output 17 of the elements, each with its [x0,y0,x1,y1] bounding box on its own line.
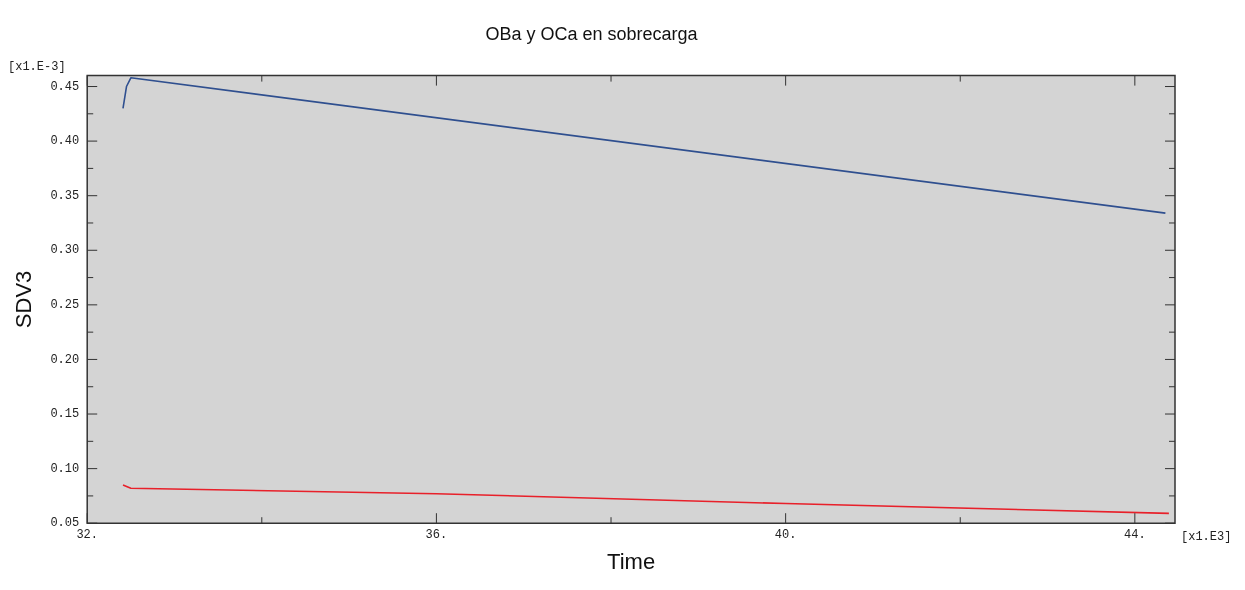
text: [x1.E-3] [8,59,66,74]
x-axis-title: Time [607,548,656,574]
text: [x1.E3] [1181,530,1232,545]
y-axis-title: SDV3 [11,270,37,329]
x-tick-label: 32. [76,527,99,542]
x-tick-label: 44. [1124,527,1146,542]
y-tick-label: 0.15 [50,407,80,422]
chart-title: OBa y OCa en sobrecarga [485,23,699,44]
y-tick-label: 0.10 [50,461,80,476]
y-tick-label: 0.25 [50,298,80,313]
y-tick-label: 0.35 [50,188,80,203]
y-tick-label: 0.30 [50,243,80,258]
x-tick-label: 36. [425,527,448,542]
x-tick-label: 40. [774,527,797,542]
y-tick-label: 0.45 [50,79,80,94]
y-tick-label: 0.20 [50,352,80,367]
y-tick-label: 0.40 [50,134,80,149]
